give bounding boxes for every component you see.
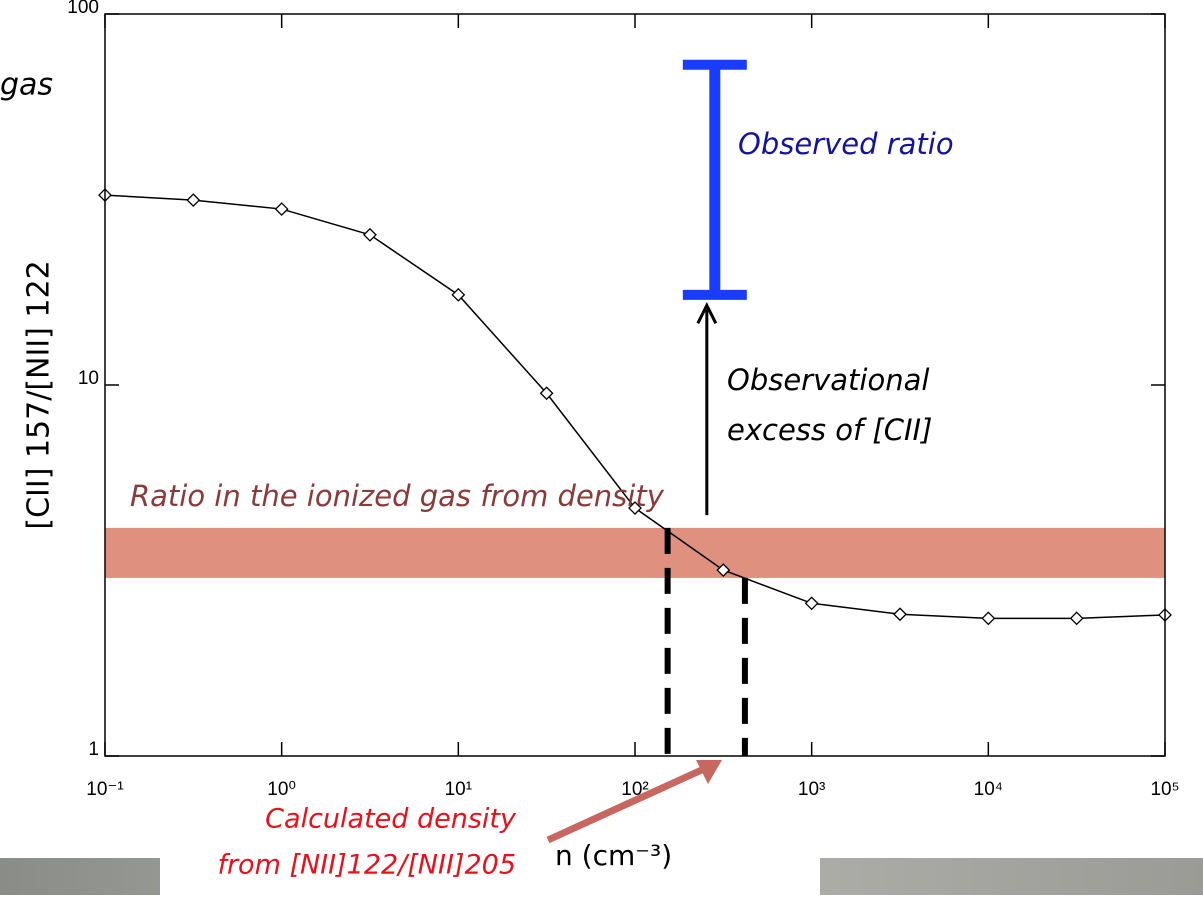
x-axis-label: n (cm⁻³) xyxy=(555,839,672,872)
side-text: gas xyxy=(0,68,53,103)
data-marker xyxy=(628,501,642,515)
data-marker xyxy=(716,563,731,578)
pointer-arrow xyxy=(546,764,708,844)
data-marker xyxy=(186,193,201,208)
observed-label: Observed ratio xyxy=(738,127,954,161)
x-tick-label: 10² xyxy=(621,779,648,800)
density-label: from [NII]122/[NII]205 xyxy=(217,850,516,881)
data-marker xyxy=(451,287,466,302)
text-box xyxy=(522,805,820,895)
data-marker xyxy=(981,611,996,626)
excess-label: Observational xyxy=(727,363,929,397)
y-tick-label: 100 xyxy=(67,0,99,18)
band-label: Ratio in the ionized gas from density xyxy=(130,479,665,513)
density-label: Calculated density xyxy=(265,804,517,835)
plot xyxy=(98,13,1172,757)
data-marker xyxy=(539,386,554,401)
label-box xyxy=(0,150,72,610)
x-tick-label: 10⁻¹ xyxy=(86,779,124,800)
data-marker xyxy=(804,596,819,611)
data-marker xyxy=(893,607,907,622)
excess-label: excess of [CII] xyxy=(727,413,932,447)
excess-arrow-head xyxy=(696,301,718,324)
ionized-band xyxy=(105,527,1165,578)
data-marker xyxy=(363,227,377,242)
x-tick-label: 10⁴ xyxy=(974,779,1003,800)
x-tick-label: 10³ xyxy=(798,779,825,800)
data-marker xyxy=(274,202,289,216)
text-box xyxy=(160,840,522,895)
x-tick-label: 10¹ xyxy=(445,779,472,800)
pointer-arrow-head xyxy=(696,760,722,784)
plot-frame xyxy=(104,13,1166,757)
y-tick-label: 1 xyxy=(88,739,99,760)
data-marker xyxy=(1069,611,1084,626)
y-tick-label: 10 xyxy=(78,368,99,389)
x-tick-label: 10⁰ xyxy=(267,779,296,800)
x-tick-label: 10⁵ xyxy=(1150,779,1179,800)
y-axis-label: [CII] 157/[NII] 122 xyxy=(22,260,57,529)
